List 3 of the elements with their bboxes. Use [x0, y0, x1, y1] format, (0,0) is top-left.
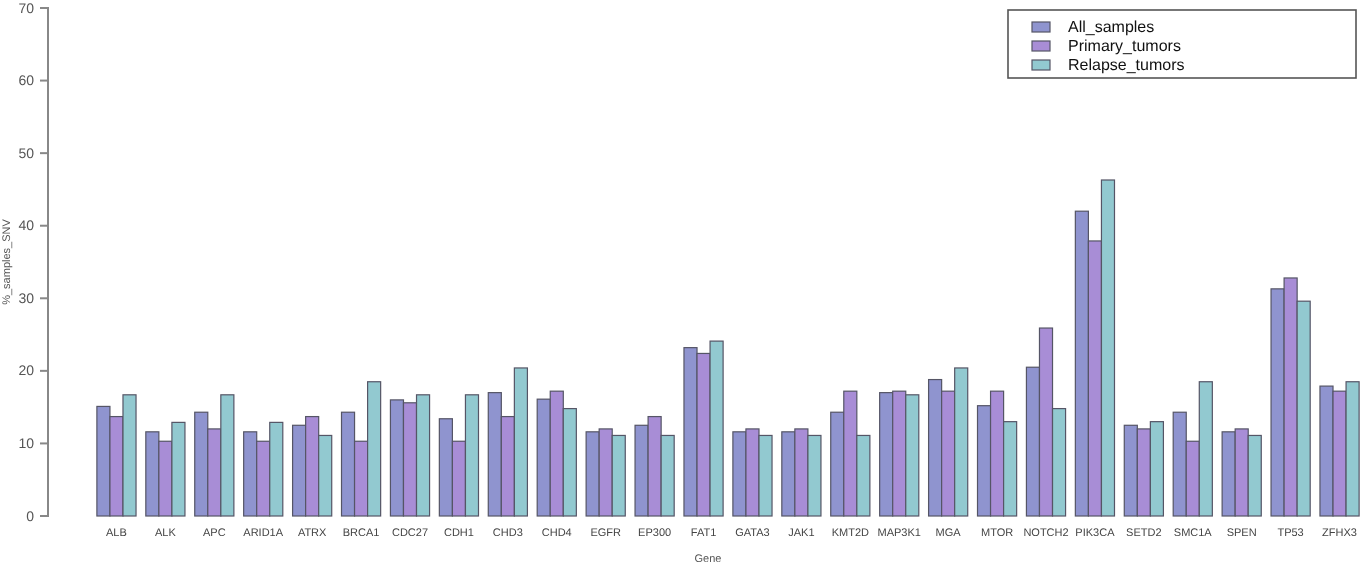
legend-label: All_samples — [1068, 18, 1155, 36]
legend-label: Relapse_tumors — [1068, 56, 1185, 74]
legend-label: Primary_tumors — [1068, 37, 1181, 55]
